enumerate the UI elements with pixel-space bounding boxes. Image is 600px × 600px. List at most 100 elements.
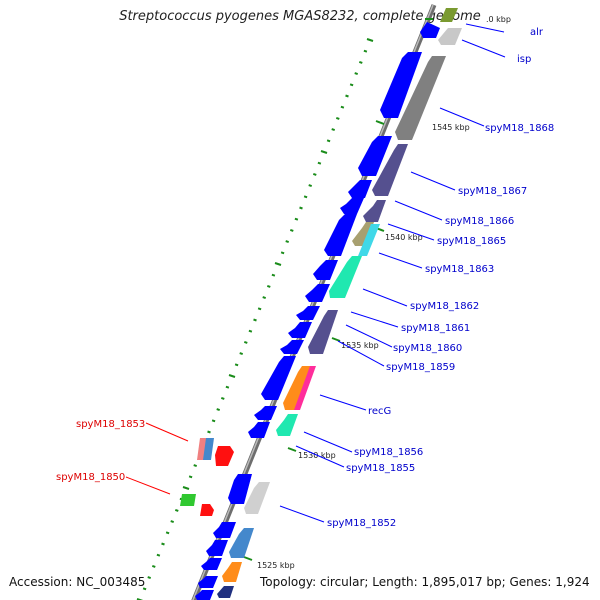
ruler-tick — [312, 172, 317, 176]
gene-forward-arrow[interactable] — [324, 214, 357, 256]
gene-category-bar[interactable] — [276, 414, 298, 436]
ruler-tick — [266, 284, 271, 288]
ruler-tick — [243, 340, 248, 344]
gene-forward-arrow[interactable] — [198, 576, 218, 588]
gene-reverse-arrow[interactable] — [215, 446, 234, 466]
gene-reverse-bar[interactable] — [203, 438, 214, 460]
gene-forward-arrow[interactable] — [340, 198, 364, 214]
ruler-tick — [220, 396, 225, 400]
gene-forward-arrow[interactable] — [248, 422, 270, 438]
gene-category-bar[interactable] — [294, 366, 316, 410]
ruler-tick — [335, 116, 340, 120]
gene-forward-arrow[interactable] — [313, 260, 338, 280]
gene-category-bar[interactable] — [244, 482, 270, 514]
scale-ruler — [136, 38, 374, 600]
gene-forward-arrow[interactable] — [280, 340, 304, 354]
topology-text: Topology: circular; Length: 1,895,017 bp… — [260, 575, 590, 589]
gene-category-bar[interactable] — [363, 200, 386, 222]
gene-forward-arrow[interactable] — [380, 52, 422, 118]
gene-category-bar[interactable] — [352, 222, 374, 246]
gene-label-spym18-1867[interactable]: spyM18_1867 — [458, 186, 527, 197]
ruler-tick — [363, 49, 368, 53]
gene-label-spym18-1853[interactable]: spyM18_1853 — [76, 419, 145, 430]
accession-text: Accession: NC_003485 — [9, 575, 146, 589]
gene-forward-arrow[interactable] — [261, 356, 296, 400]
gene-label-spym18-1868[interactable]: spyM18_1868 — [485, 123, 554, 134]
gene-label-spym18-1856[interactable]: spyM18_1856 — [354, 447, 423, 458]
gene-forward-arrow[interactable] — [358, 136, 392, 176]
gene-forward-arrow[interactable] — [213, 522, 236, 538]
ruler-tick — [170, 520, 175, 524]
ruler-tick — [331, 128, 336, 132]
gene-forward-arrow[interactable] — [296, 306, 320, 320]
reverse-label-leader-lines — [125, 422, 189, 495]
gene-forward-arrow[interactable] — [305, 284, 330, 302]
ruler-tick — [225, 385, 230, 389]
gene-label-isp[interactable]: isp — [517, 54, 531, 65]
gene-forward-arrow[interactable] — [206, 540, 228, 556]
gene-label-recg[interactable]: recG — [368, 406, 391, 417]
gene-category-bar[interactable] — [395, 56, 446, 140]
forward-strand-category-genes[interactable] — [217, 8, 462, 598]
ruler-tick — [253, 318, 257, 322]
gene-label-spym18-1862[interactable]: spyM18_1862 — [410, 301, 479, 312]
gene-reverse-arrow[interactable] — [200, 504, 214, 516]
ruler-tick — [289, 228, 294, 232]
gene-category-bar[interactable] — [372, 144, 408, 196]
ruler-tick — [303, 195, 308, 199]
scale-label-1545kbp: 1545 kbp — [432, 123, 470, 132]
gene-reverse-bar[interactable] — [180, 494, 196, 506]
ruler-tick — [280, 251, 285, 255]
ruler-tick — [285, 240, 290, 244]
ruler-tick — [136, 598, 144, 600]
gene-label-spym18-1865[interactable]: spyM18_1865 — [437, 236, 506, 247]
gene-label-spym18-1852[interactable]: spyM18_1852 — [327, 518, 396, 529]
gene-label-spym18-1861[interactable]: spyM18_1861 — [401, 323, 470, 334]
ruler-tick — [151, 564, 156, 568]
gene-label-spym18-1860[interactable]: spyM18_1860 — [393, 343, 462, 354]
ruler-tick — [271, 273, 276, 277]
ruler-tick — [211, 419, 216, 423]
ruler-tick — [207, 430, 211, 434]
reverse-strand-genes[interactable] — [180, 438, 234, 516]
gene-label-spym18-1863[interactable]: spyM18_1863 — [425, 264, 494, 275]
gene-category-bar[interactable] — [308, 310, 338, 354]
gene-category-bar[interactable] — [217, 586, 234, 598]
ruler-tick — [174, 508, 179, 512]
gene-forward-arrow[interactable] — [348, 180, 372, 198]
ruler-tick — [308, 184, 313, 188]
gene-forward-arrow[interactable] — [288, 322, 312, 338]
gene-forward-arrow[interactable] — [201, 558, 222, 570]
gene-forward-arrow[interactable] — [420, 22, 440, 38]
gene-category-bar[interactable] — [283, 366, 312, 410]
gene-category-bar[interactable] — [438, 28, 462, 45]
ruler-tick — [317, 161, 322, 165]
ruler-tick — [147, 576, 152, 580]
gene-label-spym18-1859[interactable]: spyM18_1859 — [386, 362, 455, 373]
gene-category-bar[interactable] — [358, 224, 380, 256]
ruler-tick — [294, 217, 299, 221]
gene-forward-arrow[interactable] — [228, 474, 252, 504]
ruler-tick — [366, 38, 374, 42]
gene-category-bar[interactable] — [222, 562, 242, 582]
gene-forward-arrow[interactable] — [195, 590, 214, 600]
ruler-tick — [274, 262, 282, 266]
gene-forward-arrow[interactable] — [254, 406, 277, 420]
ruler-tick — [262, 296, 267, 300]
gene-label-spym18-1850[interactable]: spyM18_1850 — [56, 472, 125, 483]
map-title: Streptococcus pyogenes MGAS8232, complet… — [119, 9, 481, 24]
ruler-tick — [216, 408, 221, 412]
gene-category-bar[interactable] — [229, 528, 254, 558]
gene-category-bar[interactable] — [329, 256, 362, 298]
gene-label-spym18-1866[interactable]: spyM18_1866 — [445, 216, 514, 227]
ruler-tick — [142, 587, 147, 591]
ruler-tick — [354, 72, 359, 76]
ruler-tick — [326, 139, 331, 143]
ruler-tick — [349, 83, 354, 87]
gene-label-spym18-1855[interactable]: spyM18_1855 — [346, 463, 415, 474]
gene-category-bar[interactable] — [440, 8, 458, 22]
gene-label-alr[interactable]: alr — [530, 27, 544, 38]
forward-strand-genes[interactable] — [195, 22, 440, 600]
ruler-tick — [161, 542, 165, 546]
